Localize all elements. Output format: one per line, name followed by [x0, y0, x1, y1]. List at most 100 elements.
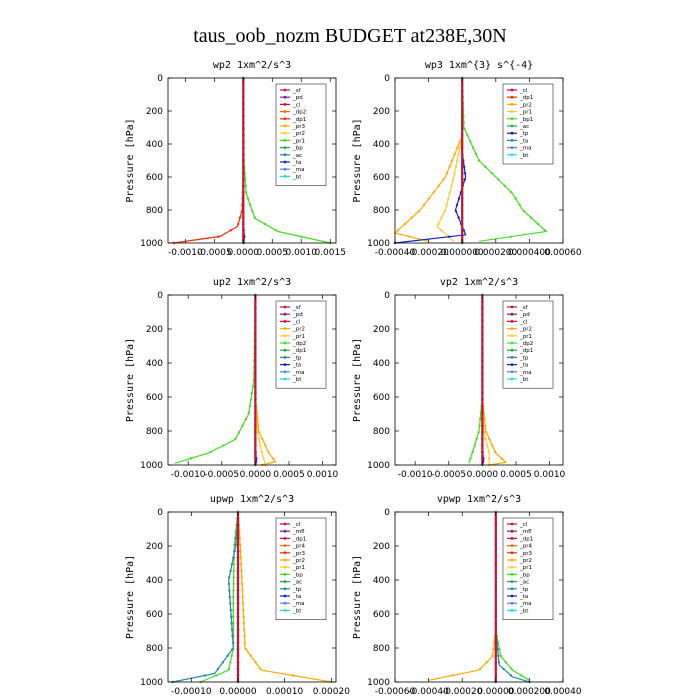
y-tick-label: 400 — [146, 140, 163, 150]
legend-label: _pr1 — [519, 565, 532, 571]
legend-label: _dp1 — [519, 348, 533, 354]
series-point — [256, 431, 259, 434]
panel-4: vp2 1xm^2/s^3 Pressure [hPa] 0 200 400 600 800… — [352, 277, 566, 480]
legend-marker — [283, 327, 287, 330]
legend-label: _dp2 — [292, 110, 306, 116]
series-point — [242, 615, 245, 618]
legend-label: _pr2 — [292, 131, 305, 137]
series-point — [271, 457, 275, 460]
legend-label: _cl — [519, 319, 528, 325]
series-point — [510, 191, 513, 194]
series-point — [243, 635, 246, 638]
y-tick-label: 200 — [373, 107, 390, 117]
x-tick-label: 0.0000 — [228, 248, 260, 258]
y-tick-label: 600 — [146, 610, 163, 620]
series-point — [497, 654, 500, 657]
series-point — [227, 667, 231, 671]
series-point — [463, 172, 467, 175]
legend-marker — [510, 363, 514, 366]
y-axis-label: Pressure [hPa] — [125, 338, 136, 422]
series-point — [240, 563, 243, 566]
y-tick-label: 1000 — [140, 461, 163, 471]
legend-marker — [510, 95, 514, 99]
series-point — [234, 543, 237, 546]
series-point — [244, 178, 247, 181]
series-point — [247, 411, 250, 414]
series-point — [451, 674, 454, 677]
legend-label: _ma — [292, 370, 304, 376]
series-line — [172, 511, 239, 683]
series-point — [260, 450, 263, 454]
series-point — [226, 654, 229, 657]
legend-marker — [283, 110, 287, 113]
legend-label: _pr1 — [292, 565, 305, 571]
series-point — [217, 235, 220, 238]
series-point — [497, 178, 500, 181]
series-point — [536, 222, 540, 226]
y-tick-label: 400 — [373, 359, 390, 369]
series-point — [240, 576, 243, 579]
legend-marker — [510, 103, 514, 106]
series-point — [232, 589, 235, 592]
series-point — [466, 133, 469, 137]
legend-label: _pd — [292, 95, 303, 101]
series-point — [232, 576, 235, 579]
series-point — [496, 648, 499, 651]
legend-marker — [510, 522, 514, 526]
series-point — [231, 641, 235, 644]
series-point — [232, 563, 236, 566]
legend-label: _ac — [292, 580, 302, 586]
legend-box — [275, 300, 327, 389]
series-point — [255, 424, 259, 427]
legend-marker — [283, 370, 287, 374]
y-tick-label: 1000 — [140, 239, 163, 249]
series-point — [230, 615, 233, 618]
legend-label: _pr2 — [292, 327, 305, 333]
legend-label: _pd — [519, 312, 530, 318]
plot-frame — [394, 294, 564, 466]
series-point — [396, 229, 400, 232]
y-tick-label: 800 — [373, 427, 390, 437]
legend-marker — [510, 341, 514, 345]
legend-label: _ta — [292, 160, 301, 166]
legend-label: _dp1 — [292, 348, 306, 354]
series-point — [243, 628, 246, 631]
legend-marker — [510, 573, 514, 576]
x-tick-label: 0.0000 — [467, 470, 499, 480]
legend-label: _dp1 — [519, 536, 533, 542]
legend-marker — [510, 139, 514, 142]
series-point — [475, 437, 478, 440]
series-point — [244, 648, 248, 651]
legend-label: _cl — [292, 102, 301, 108]
series-point — [463, 127, 466, 130]
legend-label: _ma — [292, 601, 304, 607]
legend-marker — [283, 103, 287, 106]
legend-label: _ac — [292, 153, 302, 159]
legend-marker — [510, 356, 514, 359]
x-tick-label: 0.00000 — [219, 687, 256, 697]
plot-frame — [394, 77, 564, 244]
legend-label: _ta — [519, 363, 528, 369]
series-point — [242, 608, 245, 612]
series-point — [417, 210, 420, 213]
series-point — [244, 184, 247, 188]
series-point — [514, 197, 517, 200]
series-point — [485, 431, 488, 434]
series-point — [488, 437, 491, 440]
panel-2: wp3 1xm^{3} s^{-4} Pressure [hPa] 0 200 400 6… — [352, 60, 582, 258]
x-tick-label: -0.00020 — [442, 687, 483, 697]
legend-marker — [283, 124, 287, 128]
legend-marker — [283, 175, 287, 178]
series-point — [498, 648, 501, 651]
legend-label: _ta — [292, 363, 301, 369]
legend-label: _pr4 — [519, 544, 533, 550]
plot-frame — [167, 294, 337, 466]
legend-marker — [510, 609, 514, 612]
legend-marker — [283, 377, 287, 381]
series-point — [233, 550, 236, 553]
series-point — [222, 444, 225, 447]
x-tick-label: 0.00060 — [544, 248, 581, 258]
series-point — [251, 385, 255, 388]
series-point — [232, 595, 235, 599]
legend-label: _bp1 — [519, 117, 533, 123]
